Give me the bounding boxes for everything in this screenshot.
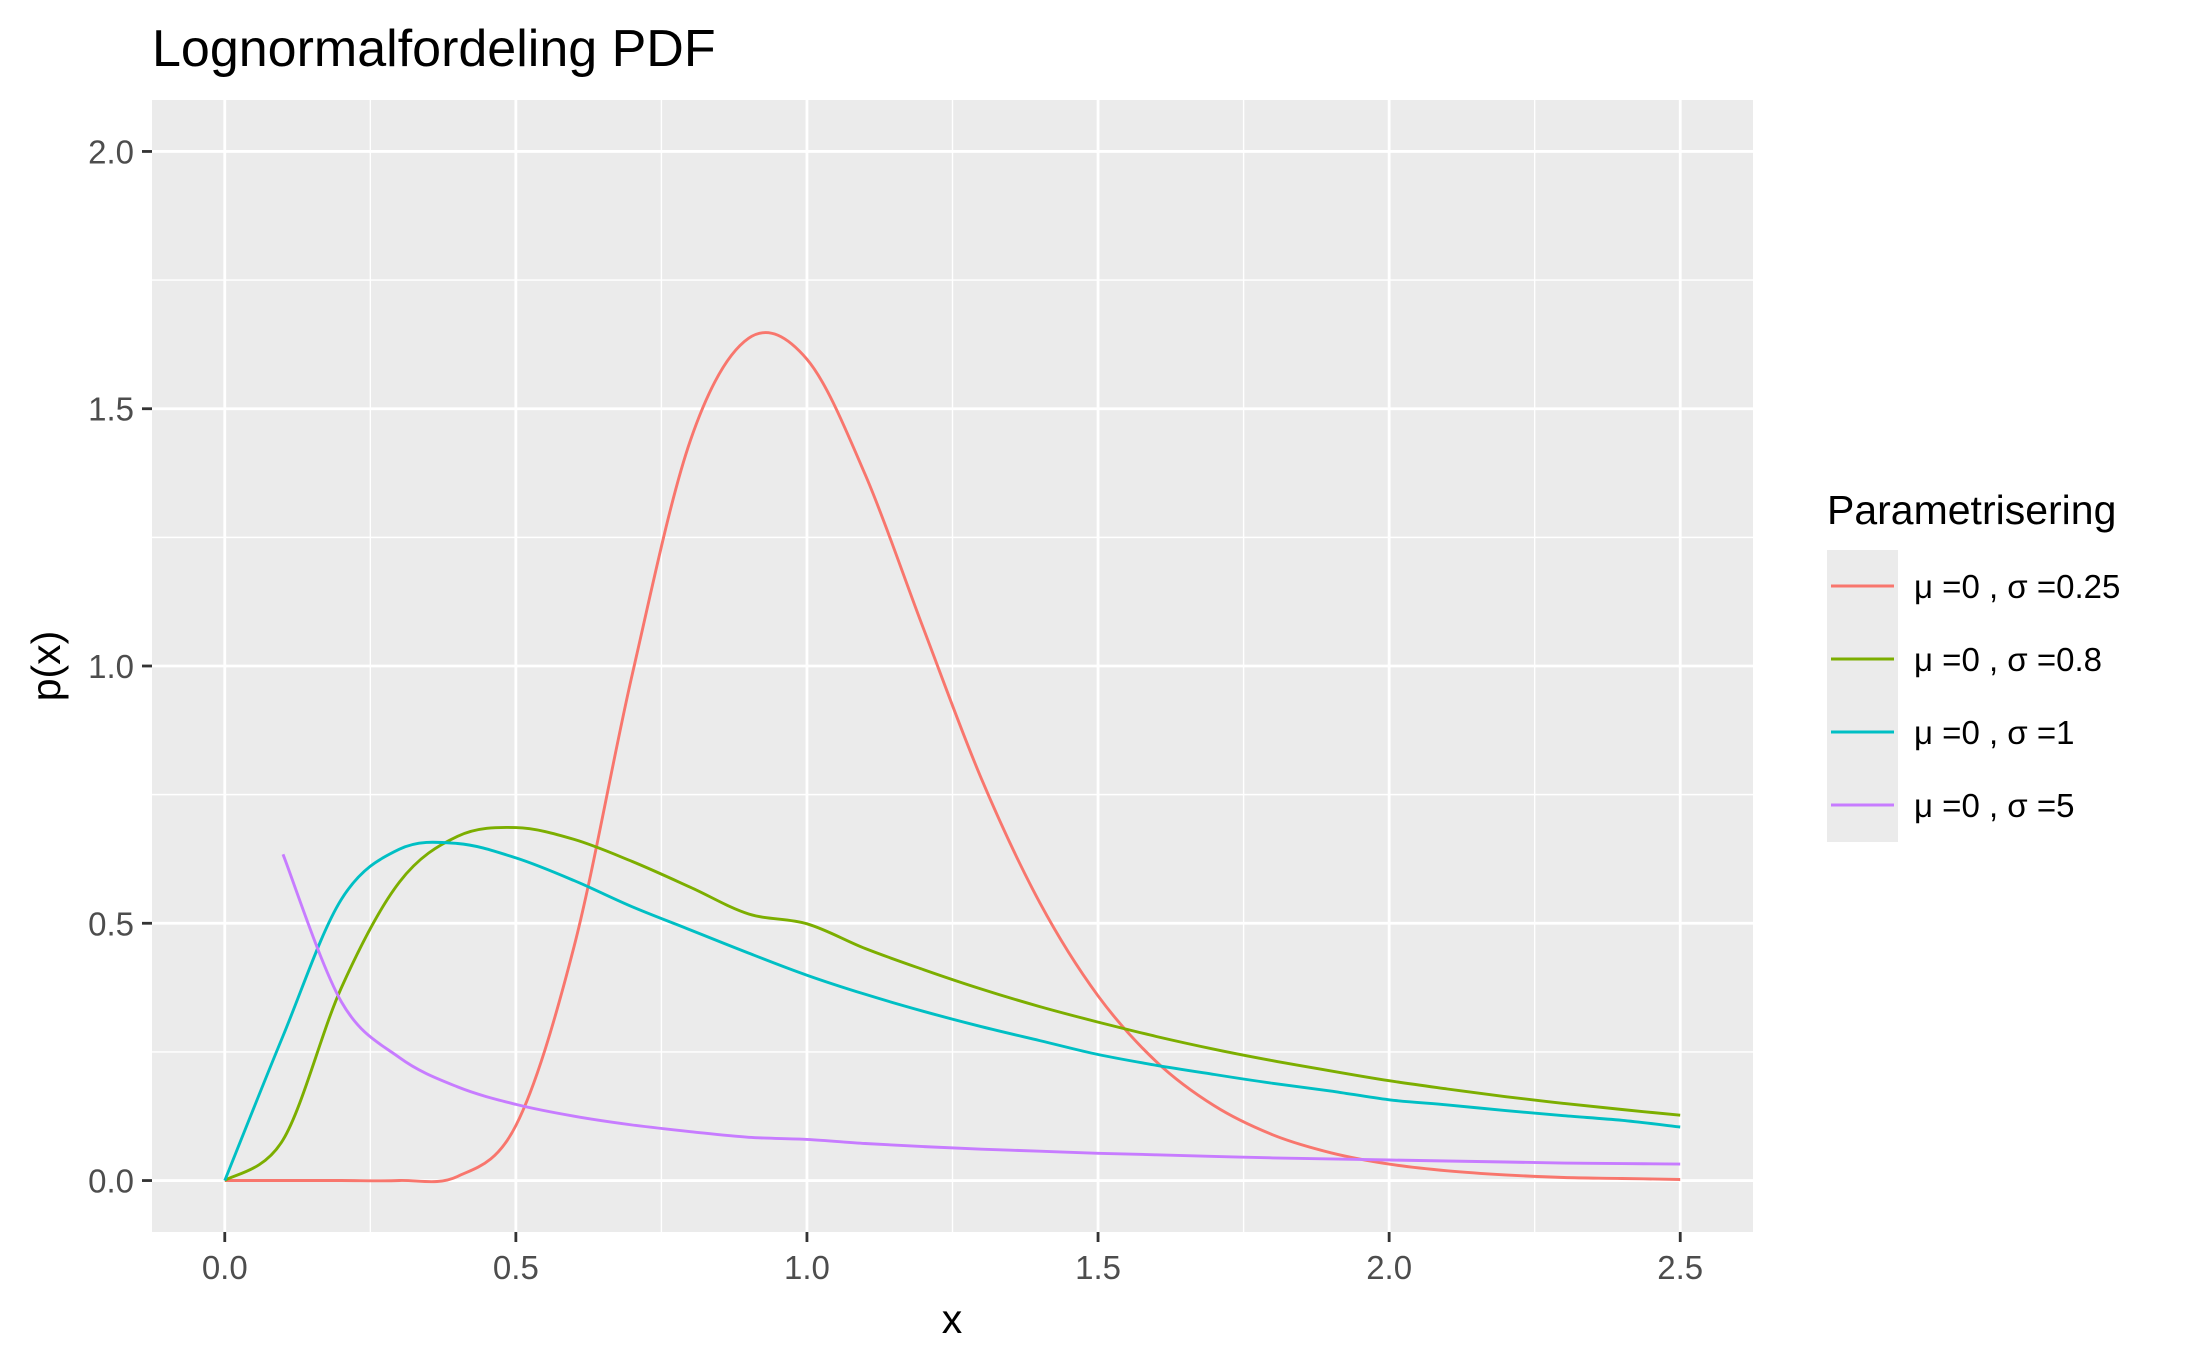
x-tick-label: 0.0 [202,1249,248,1286]
series-line-2 [223,826,1681,1182]
y-axis-title: p(x) [23,631,69,702]
y-tick-label: 0.5 [88,905,134,942]
series-line-4 [281,853,1681,1166]
chart-title: Lognormalfordeling PDF [152,20,716,78]
series-line-1 [224,331,1681,1184]
x-tick-label: 2.0 [1366,1249,1412,1286]
x-tick-label: 2.5 [1657,1249,1703,1286]
x-tick-label: 1.5 [1075,1249,1121,1286]
legend-key-background [1827,550,1898,842]
density-curves [223,331,1681,1184]
legend: Parametrisering μ =0 , σ =0.25μ =0 , σ =… [1827,487,2120,842]
series-line-3 [223,840,1681,1182]
y-axis: 0.0 0.5 1.0 1.5 2.0 [88,133,152,1200]
legend-label-1: μ =0 , σ =0.25 [1914,568,2120,605]
x-axis-title: x [942,1296,963,1342]
y-tick-label: 0.0 [88,1163,134,1200]
y-tick-label: 2.0 [88,133,134,170]
legend-label-3: μ =0 , σ =1 [1914,714,2074,751]
legend-title: Parametrisering [1827,487,2116,533]
legend-label-2: μ =0 , σ =0.8 [1914,641,2102,678]
legend-items: μ =0 , σ =0.25 μ =0 , σ =0.8 μ =0 , σ =1 μ … [1831,568,2120,824]
legend-label-4: μ =0 , σ =5 [1914,787,2074,824]
y-tick-label: 1.5 [88,391,134,428]
x-tick-label: 0.5 [493,1249,539,1286]
x-tick-label: 1.0 [784,1249,830,1286]
x-axis: 0.0 0.5 1.0 1.5 2.0 2.5 [202,1232,1703,1286]
y-tick-label: 1.0 [88,648,134,685]
